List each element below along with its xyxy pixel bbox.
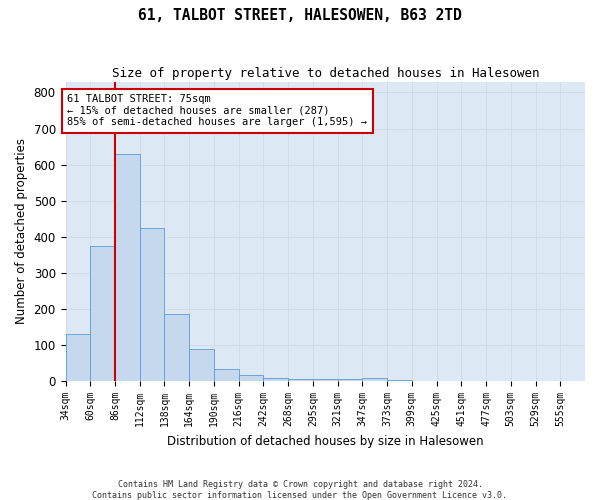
Bar xyxy=(263,378,288,381)
Bar xyxy=(338,378,362,381)
Bar xyxy=(115,154,140,381)
Bar xyxy=(189,350,214,381)
Y-axis label: Number of detached properties: Number of detached properties xyxy=(15,138,28,324)
Text: 61 TALBOT STREET: 75sqm
← 15% of detached houses are smaller (287)
85% of semi-d: 61 TALBOT STREET: 75sqm ← 15% of detache… xyxy=(67,94,367,128)
Bar xyxy=(214,368,239,381)
Bar xyxy=(140,228,164,381)
Bar xyxy=(90,246,115,381)
Text: 61, TALBOT STREET, HALESOWEN, B63 2TD: 61, TALBOT STREET, HALESOWEN, B63 2TD xyxy=(138,8,462,22)
X-axis label: Distribution of detached houses by size in Halesowen: Distribution of detached houses by size … xyxy=(167,434,484,448)
Bar xyxy=(313,378,338,381)
Bar xyxy=(387,380,412,381)
Bar xyxy=(239,374,263,381)
Text: Contains HM Land Registry data © Crown copyright and database right 2024.
Contai: Contains HM Land Registry data © Crown c… xyxy=(92,480,508,500)
Bar xyxy=(288,378,313,381)
Bar xyxy=(65,334,90,381)
Bar xyxy=(164,314,189,381)
Bar xyxy=(362,378,387,381)
Title: Size of property relative to detached houses in Halesowen: Size of property relative to detached ho… xyxy=(112,68,539,80)
